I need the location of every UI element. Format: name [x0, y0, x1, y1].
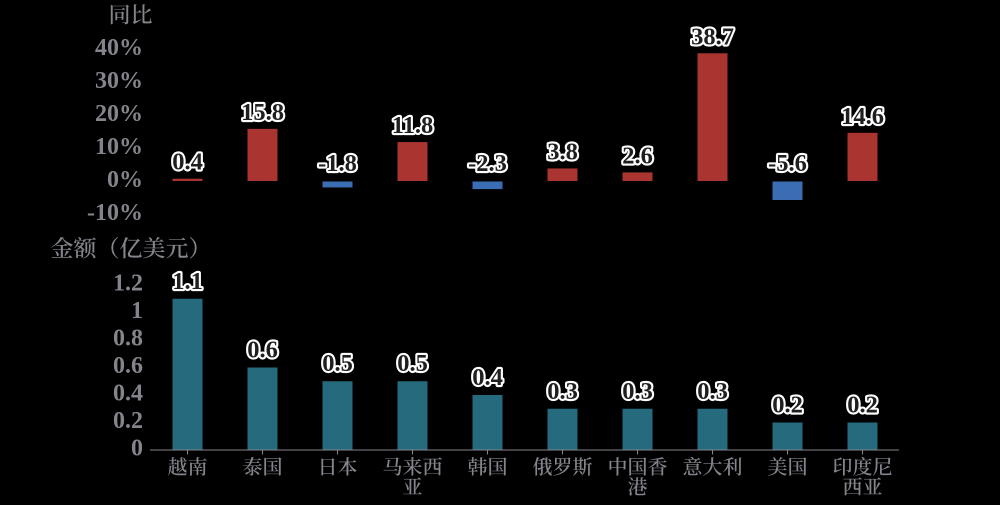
svg-text:0.2: 0.2 — [113, 408, 143, 434]
svg-text:38.7: 38.7 — [691, 23, 734, 50]
svg-text:3.8: 3.8 — [547, 139, 578, 166]
svg-text:0.8: 0.8 — [113, 326, 143, 352]
svg-text:2.6: 2.6 — [622, 142, 653, 169]
svg-text:0.5: 0.5 — [397, 350, 428, 377]
svg-text:10%: 10% — [95, 134, 143, 160]
svg-text:0%: 0% — [107, 167, 143, 193]
svg-text:1.2: 1.2 — [113, 271, 143, 297]
svg-text:0.4: 0.4 — [172, 149, 203, 176]
svg-text:1.1: 1.1 — [172, 268, 203, 295]
svg-text:-1.8: -1.8 — [318, 150, 357, 177]
svg-text:0.6: 0.6 — [113, 353, 143, 379]
svg-text:0.2: 0.2 — [847, 392, 878, 419]
svg-text:0.6: 0.6 — [247, 337, 278, 364]
svg-text:0.3: 0.3 — [547, 378, 578, 405]
svg-text:15.8: 15.8 — [241, 99, 284, 126]
svg-text:1: 1 — [131, 298, 143, 324]
svg-text:30%: 30% — [95, 68, 143, 94]
svg-text:0.5: 0.5 — [322, 350, 353, 377]
svg-text:0.4: 0.4 — [113, 381, 143, 407]
svg-text:-5.6: -5.6 — [768, 150, 807, 177]
svg-text:0.3: 0.3 — [622, 378, 653, 405]
svg-text:0.4: 0.4 — [472, 364, 503, 391]
svg-text:40%: 40% — [95, 35, 143, 61]
svg-text:11.8: 11.8 — [392, 112, 434, 139]
svg-text:14.6: 14.6 — [841, 103, 884, 130]
svg-text:0.3: 0.3 — [697, 378, 728, 405]
svg-text:-10%: -10% — [87, 200, 143, 226]
svg-text:0.2: 0.2 — [772, 392, 803, 419]
svg-text:-2.3: -2.3 — [468, 150, 507, 177]
svg-text:0: 0 — [131, 436, 143, 462]
svg-text:20%: 20% — [95, 101, 143, 127]
